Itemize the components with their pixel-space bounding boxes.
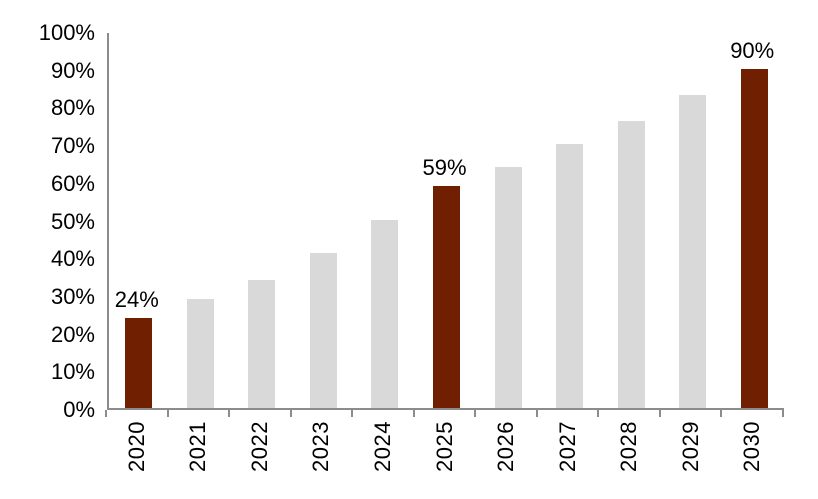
- x-tick-label: 2021: [185, 421, 211, 472]
- bar-value-label: 59%: [422, 154, 467, 180]
- bar-2028: [617, 121, 645, 408]
- bar-2030: [740, 68, 768, 408]
- y-tick-label: 30%: [50, 283, 95, 309]
- x-tick-mark: [658, 410, 661, 417]
- y-tick-label: 70%: [50, 133, 95, 159]
- bar-2024: [371, 219, 399, 408]
- bar-2023: [309, 253, 337, 408]
- x-tick-mark: [228, 410, 231, 417]
- y-tick-label: 50%: [50, 208, 95, 234]
- x-tick-mark: [289, 410, 292, 417]
- bar-2027: [556, 144, 584, 408]
- x-tick-mark: [597, 410, 600, 417]
- x-tick-label: 2030: [739, 421, 765, 472]
- bar-2025: [433, 185, 460, 408]
- bar-2020: [125, 317, 153, 408]
- x-tick-label: 2027: [554, 421, 580, 472]
- y-tick-label: 100%: [38, 20, 95, 45]
- x-tick-label: 2026: [493, 421, 519, 472]
- y-tick-label: 80%: [50, 95, 95, 121]
- bar-2021: [186, 298, 214, 408]
- y-tick-label: 10%: [50, 359, 95, 385]
- x-tick-mark: [474, 410, 477, 417]
- bar-2026: [494, 166, 522, 408]
- y-tick-label: 60%: [50, 170, 95, 196]
- x-tick-label: 2020: [123, 421, 149, 472]
- bar-value-label: 24%: [114, 286, 159, 312]
- x-tick-mark: [105, 410, 107, 417]
- x-tick-label: 2025: [431, 421, 457, 472]
- x-tick-mark: [166, 410, 169, 417]
- y-tick-label: 0%: [63, 397, 95, 422]
- bar-2022: [248, 279, 276, 408]
- bar-value-label: 90%: [730, 37, 775, 63]
- x-tick-mark: [351, 410, 354, 417]
- x-tick-mark: [720, 410, 723, 417]
- x-tick-mark: [782, 410, 784, 417]
- x-tick-label: 2022: [246, 421, 272, 472]
- y-tick-label: 20%: [50, 321, 95, 347]
- bar-2029: [679, 95, 707, 408]
- x-tick-label: 2024: [369, 421, 395, 472]
- x-tick-label: 2023: [308, 421, 334, 472]
- y-tick-label: 40%: [50, 246, 95, 272]
- y-tick-label: 90%: [50, 57, 95, 83]
- x-tick-mark: [412, 410, 415, 417]
- plot-area: [107, 33, 784, 410]
- x-tick-mark: [535, 410, 538, 417]
- x-tick-label: 2028: [616, 421, 642, 472]
- x-tick-label: 2029: [677, 421, 703, 472]
